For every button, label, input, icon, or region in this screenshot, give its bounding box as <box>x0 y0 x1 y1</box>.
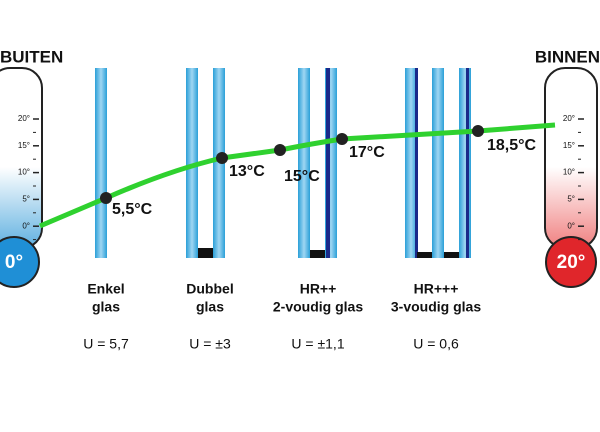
tick-label: 15° <box>18 141 30 150</box>
u-value: U = ±3 <box>189 336 231 352</box>
glass-name: 2-voudig glas <box>273 299 363 315</box>
tick-label: 0° <box>567 221 575 230</box>
tick-label: 20° <box>563 114 575 123</box>
temperature-point <box>100 192 112 204</box>
thermometer-label: BUITEN <box>0 47 63 66</box>
glass-panes <box>95 68 471 258</box>
temperature-point <box>216 152 228 164</box>
glass-name: HR++ <box>300 281 337 297</box>
temperature-point <box>472 125 484 137</box>
tick-label: 10° <box>563 168 575 177</box>
tick-label: 15° <box>563 141 575 150</box>
thermometer-tube <box>0 67 43 249</box>
tick-label: 5° <box>22 195 30 204</box>
tick-label: 10° <box>18 168 30 177</box>
glass-name: glas <box>92 299 120 315</box>
thermometer-bulb <box>545 236 597 288</box>
glass-name: Dubbel <box>186 281 233 297</box>
temperature-label: 17°C <box>349 144 385 161</box>
glass-name: glas <box>196 299 224 315</box>
temperature-label: 15°C <box>284 168 320 185</box>
tick-label: 0° <box>22 221 30 230</box>
temperature-label: 13°C <box>229 163 265 180</box>
tick-label: 5° <box>567 195 575 204</box>
u-value: U = ±1,1 <box>291 336 344 352</box>
temperature-point <box>336 133 348 145</box>
tick-label: 20° <box>18 114 30 123</box>
temperature-label: 5,5°C <box>112 201 153 218</box>
temperature-point <box>274 144 286 156</box>
thermometer-label: BINNEN <box>535 47 600 66</box>
u-value: U = 5,7 <box>83 336 129 352</box>
temperature-label: 18,5°C <box>487 137 537 154</box>
bulb-label: 0° <box>5 252 23 273</box>
thermometer-bulb <box>0 236 40 288</box>
glass-name: Enkel <box>87 281 124 297</box>
u-value: U = 0,6 <box>413 336 459 352</box>
glass-name: 3-voudig glas <box>391 299 481 315</box>
bulb-label: 20° <box>557 252 586 273</box>
glass-name: HR+++ <box>414 281 459 297</box>
